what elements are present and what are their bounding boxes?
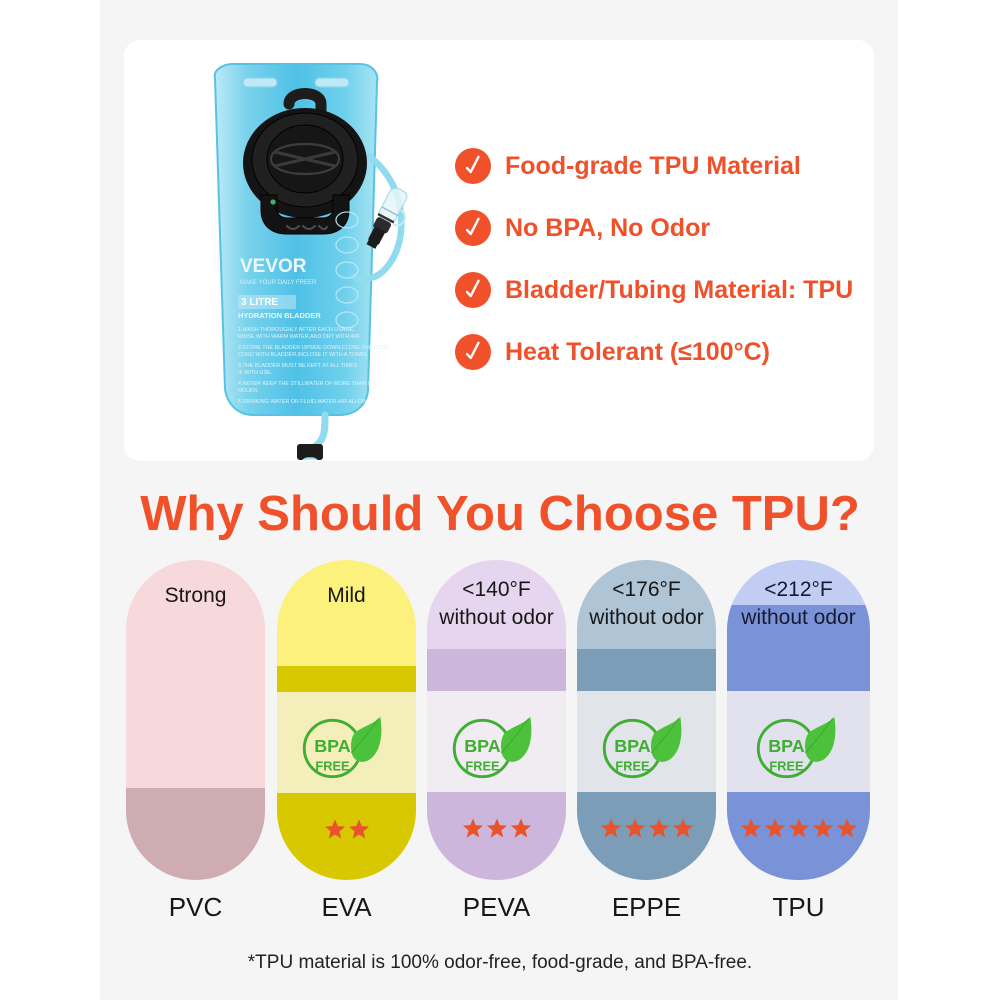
svg-text:5.DRINKING WATER OR FLUID,WATE: 5.DRINKING WATER OR FLUID,WATER-AIR ALLO… xyxy=(238,399,368,405)
svg-text:BPA: BPA xyxy=(464,736,501,756)
svg-text:2.STORE THE BLADDER UPSIDE DOW: 2.STORE THE BLADDER UPSIDE DOWN,CLOSE TH… xyxy=(238,345,389,351)
svg-text:FREE: FREE xyxy=(770,759,805,774)
svg-text:RINSE WITH WARM WATER,AND DRY: RINSE WITH WARM WATER,AND DRY WITH AIR. xyxy=(238,334,361,340)
svg-text:4.NEVER KEEP THE STILLWATER OF: 4.NEVER KEEP THE STILLWATER OF MORE THAN… xyxy=(238,381,371,387)
svg-text:HOURS.: HOURS. xyxy=(238,388,259,394)
svg-text:3 LITRE: 3 LITRE xyxy=(241,297,279,308)
svg-text:BPA: BPA xyxy=(314,736,351,756)
svg-text:MAKE YOUR DAILY FREER: MAKE YOUR DAILY FREER xyxy=(240,280,317,286)
svg-text:FREE: FREE xyxy=(465,759,500,774)
svg-text:HYDRATION BLADDER: HYDRATION BLADDER xyxy=(238,311,321,320)
svg-text:FREE: FREE xyxy=(315,759,350,774)
svg-text:BPA: BPA xyxy=(769,736,806,756)
svg-text:3.THE BLADDER MUST BE KEPT AT: 3.THE BLADDER MUST BE KEPT AT ALL TIMES xyxy=(238,363,358,369)
svg-text:BPA: BPA xyxy=(614,736,651,756)
svg-text:1.WASH THOROUGHLY AFTER EACH U: 1.WASH THOROUGHLY AFTER EACH USAGE, xyxy=(238,327,355,333)
svg-text:CORD WITH BLADDER,INCLOSE IT W: CORD WITH BLADDER,INCLOSE IT WITH A TOWE… xyxy=(238,352,369,358)
svg-text:FREE: FREE xyxy=(615,759,650,774)
svg-text:IF WITH USE.: IF WITH USE. xyxy=(238,370,272,376)
svg-text:VEVOR: VEVOR xyxy=(240,256,307,277)
